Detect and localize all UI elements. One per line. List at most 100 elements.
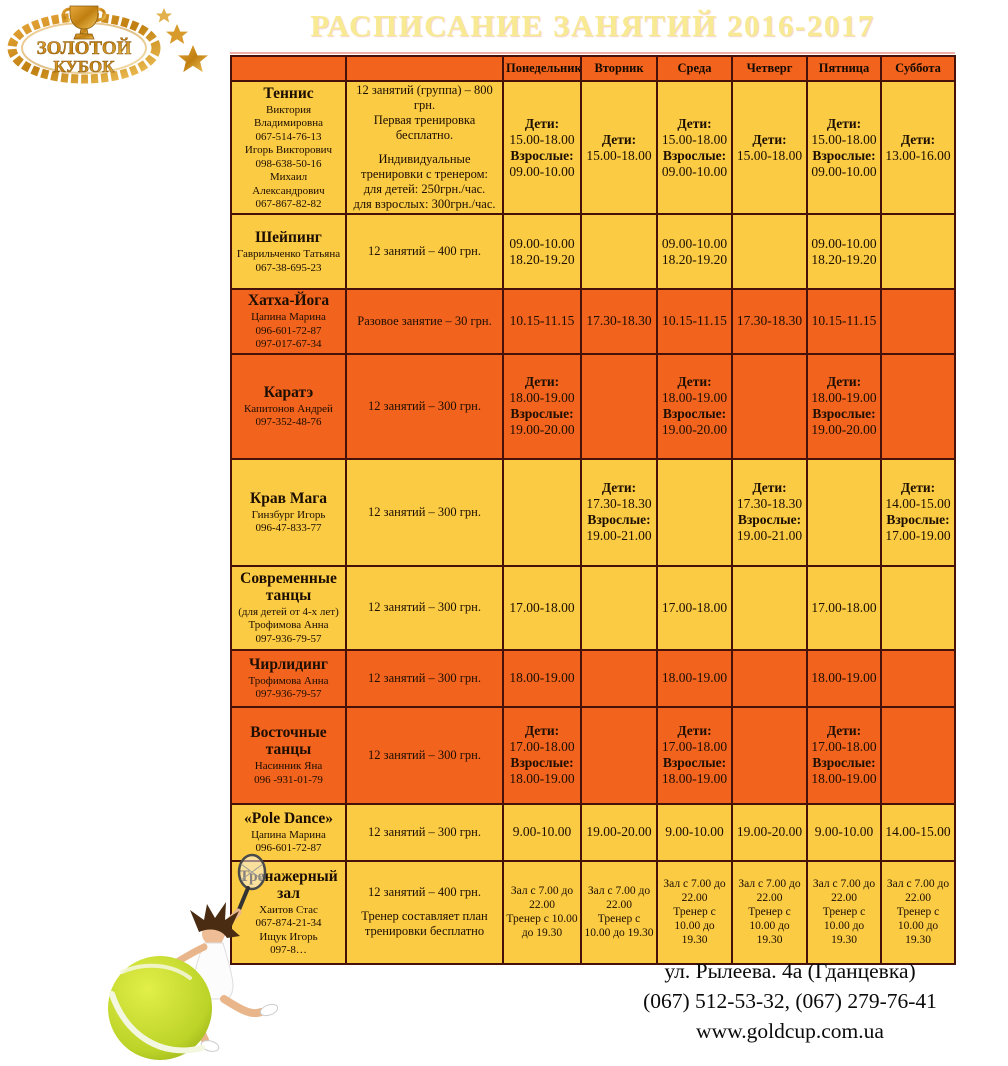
cell-line: 12 занятий – 300 грн. [368, 824, 481, 839]
cell-line: 18.00-19.00 [509, 390, 575, 405]
activity-row-shaping: Шейпинг Гаврильченко Татьяна 067-38-695-23… [230, 213, 956, 290]
cell-line: 17.00-18.00 [661, 739, 728, 754]
schedule-cell-gym-day1: Зал с 7.00 до 22.00 Тренер с 10.00 до 19.… [502, 859, 582, 965]
club-logo: ЗОЛОТОЙ КУБОК [6, 2, 216, 84]
cell-line: 10.15-11.15 [509, 313, 575, 329]
schedule-cell-modern-dance-day2 [580, 564, 658, 651]
cell-line: Взрослые: [662, 147, 727, 163]
schedule-cell-hatha-yoga-day6 [880, 288, 956, 355]
activity-detail: 097-017-67-34 [255, 338, 322, 350]
cell-line: Взрослые: [510, 147, 574, 163]
cell-line: 12 занятий – 300 грн. [368, 504, 481, 519]
schedule-cell-tennis-day3: Дети: 15.00-18.00 Взрослые: 09.00-10.00 [656, 80, 733, 215]
cell-line: 13.00-16.00 [885, 147, 951, 163]
cell-line: 15.00-18.00 [736, 147, 803, 163]
cell-line: 12 занятий – 400 грн. [368, 244, 481, 258]
schedule-cell-krav-maga-day1 [502, 457, 582, 567]
cell-line: Тренер с 10.00 до 19.30 [748, 906, 791, 946]
schedule-cell-oriental-dance-day4 [731, 705, 808, 805]
cell-line: 19.00-21.00 [736, 528, 803, 543]
schedule-cell-krav-maga-day2: Дети: 17.30-18.30 Взрослые: 19.00-21.00 [580, 457, 658, 567]
activity-detail: Михаил Александрович [252, 171, 325, 197]
schedule-cell-shaping-day6 [880, 213, 956, 290]
activity-detail: 096-601-72-87 [255, 324, 322, 337]
schedule-cell-gym-day3: Зал с 7.00 до 22.00 Тренер с 10.00 до 19.… [656, 859, 733, 965]
cell-line: 09.00-10.00 [811, 235, 877, 251]
schedule-cell-pole-dance-day6: 14.00-15.00 [880, 802, 956, 862]
activity-detail: Гаврильченко Татьяна [236, 248, 341, 260]
cell-line: 09.00-10.00 [661, 235, 728, 251]
schedule-cell-krav-maga-day5 [806, 457, 882, 567]
activity-title: Восточные танцы [250, 724, 327, 758]
cell-line: 19.00-20.00 [509, 422, 575, 437]
activity-row-oriental-dance: Восточные танцы Насинник Яна 096 -931-01-7… [230, 705, 956, 805]
cell-line: для детей: 250грн./час. [363, 182, 486, 196]
schedule-cell-gym-day6: Зал с 7.00 до 22.00 Тренер с 10.00 до 19.… [880, 859, 956, 965]
schedule-cell-oriental-dance-day1: Дети: 17.00-18.00 Взрослые: 18.00-19.00 [502, 705, 582, 805]
cell-line: 14.00-15.00 [885, 824, 951, 839]
cell-line [349, 143, 500, 152]
activity-detail: Ищук Игорь [259, 930, 318, 943]
activity-name-hatha-yoga: Хатха-Йога Цапина Марина 096-601-72-87 097-… [230, 288, 347, 355]
cell-line: Дети: [677, 723, 712, 738]
activity-detail: 098-638-50-16 [255, 157, 322, 170]
cell-line: 09.00-10.00 [509, 163, 575, 179]
contact-block: ул. Рылеева. 4а (Гданцевка) (067) 512-53… [580, 956, 1000, 1046]
corner-cell-price [345, 55, 504, 82]
cell-line: 18.00-19.00 [661, 670, 728, 685]
schedule-cell-pole-dance-day4: 19.00-20.00 [731, 802, 808, 862]
activity-name-oriental-dance: Восточные танцы Насинник Яна 096 -931-01-7… [230, 705, 347, 805]
schedule-table: Понедельник Вторник Среда Четверг Пятница Суб… [230, 55, 956, 965]
cell-line: Тренер составляет план тренировки беспла… [361, 909, 488, 938]
cell-line: 12 занятий (группа) – 800 грн. [356, 83, 493, 112]
cell-line: 19.00-20.00 [811, 422, 877, 437]
schedule-cell-gym-day5: Зал с 7.00 до 22.00 Тренер с 10.00 до 19.… [806, 859, 882, 965]
schedule-cell-karate-day3: Дети: 18.00-19.00 Взрослые: 19.00-20.00 [656, 352, 733, 460]
phones-line: (067) 512-53-32, (067) 279-76-41 [643, 989, 937, 1013]
activity-row-gym: Тренажерный зал Хаитов Стас 067-874-21-34 И… [230, 859, 956, 965]
cell-line: 12 занятий – 300 грн. [368, 600, 481, 614]
activity-row-cheerleading: Чирлидинг Трофимова Анна 097-936-79-57 12 з… [230, 648, 956, 708]
cell-line: 17.00-18.00 [509, 599, 575, 615]
activity-detail: Трофимова Анна [248, 619, 329, 632]
activity-detail: Хаитов Стас [259, 903, 318, 916]
activity-title: Каратэ [263, 383, 314, 401]
schedule-cell-cheerleading-day6 [880, 648, 956, 708]
tennis-artwork [100, 850, 330, 1061]
cell-line: для взрослых: 300грн./час. [353, 197, 496, 211]
cell-line: 18.20-19.20 [661, 251, 728, 267]
cell-line: 17.30-18.30 [586, 496, 652, 511]
schedule-cell-gym-day4: Зал с 7.00 до 22.00 Тренер с 10.00 до 19.… [731, 859, 808, 965]
price-cell-gym: 12 занятий – 400 грн. Тренер составляет п… [345, 859, 504, 965]
schedule-cell-pole-dance-day1: 9.00-10.00 [502, 802, 582, 862]
cell-line: Дети: [524, 374, 560, 389]
cell-line: 17.00-18.00 [811, 739, 877, 754]
cell-line: 12 занятий – 300 грн. [368, 670, 481, 685]
cell-line: 18.00-19.00 [661, 390, 728, 405]
cell-line: Дети: [826, 115, 862, 131]
activity-detail: 097-936-79-57 [255, 632, 322, 645]
schedule-cell-hatha-yoga-day4: 17.30-18.30 [731, 288, 808, 355]
day-header-1: Понедельник [502, 55, 582, 82]
cell-line: Первая тренировка бесплатно. [373, 113, 476, 142]
schedule-cell-krav-maga-day3 [656, 457, 733, 567]
divider-line [230, 52, 955, 54]
activity-name-cheerleading: Чирлидинг Трофимова Анна 097-936-79-57 [230, 648, 347, 708]
corner-cell-activity [230, 55, 347, 82]
schedule-cell-gym-day2: Зал с 7.00 до 22.00 Тренер с 10.00 до 19.… [580, 859, 658, 965]
trophy-icon [61, 5, 107, 40]
cell-line: 19.00-20.00 [736, 824, 803, 839]
cell-line: 19.00-21.00 [586, 528, 652, 543]
cell-line: Взрослые: [812, 147, 876, 163]
activity-name-tennis: Теннис Виктория Владимировна 067-514-76-13… [230, 80, 347, 215]
schedule-cell-shaping-day5: 09.00-10.00 18.20-19.20 [806, 213, 882, 290]
cell-line: 9.00-10.00 [512, 824, 572, 839]
price-cell-hatha-yoga: Разовое занятие – 30 грн. [345, 288, 504, 355]
cell-line: Взрослые: [510, 755, 574, 770]
activity-detail: 067-867-82-82 [255, 198, 322, 210]
cell-line: 12 занятий – 400 грн. [368, 885, 481, 899]
cell-line: 18.00-19.00 [509, 670, 575, 685]
schedule-cell-shaping-day1: 09.00-10.00 18.20-19.20 [502, 213, 582, 290]
schedule-cell-pole-dance-day2: 19.00-20.00 [580, 802, 658, 862]
cell-line: 17.00-18.00 [661, 599, 728, 615]
